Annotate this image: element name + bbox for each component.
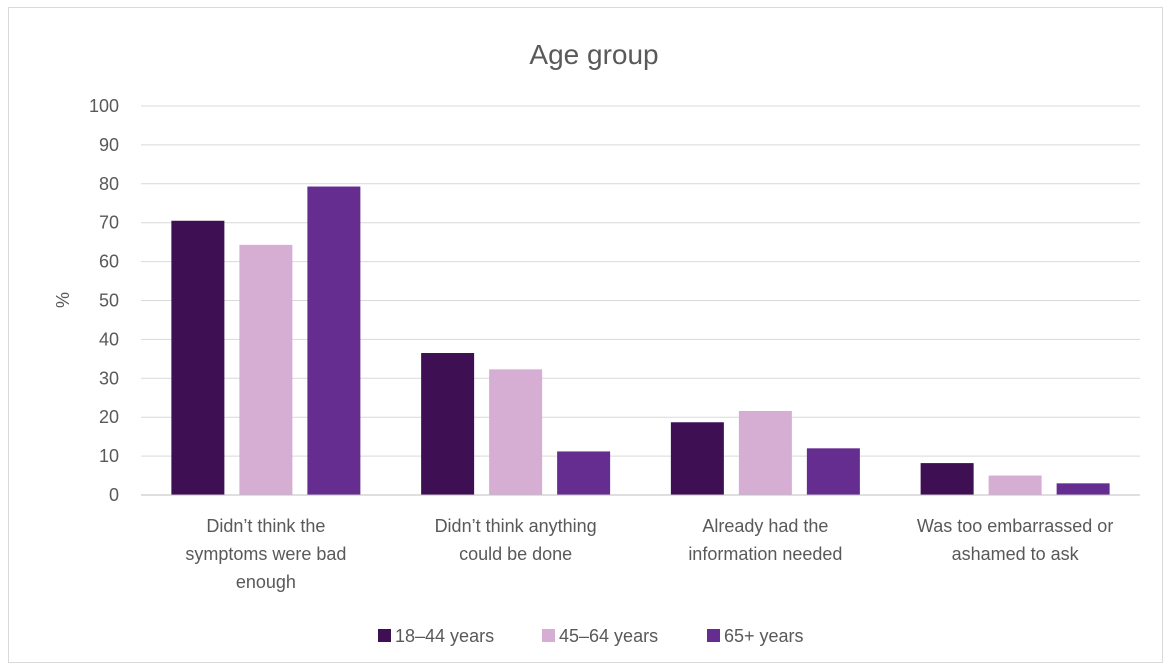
bar-3-2	[557, 451, 611, 495]
bar-2-1	[239, 244, 293, 495]
bar-2-2	[489, 369, 543, 495]
chart-title: Age group	[529, 39, 658, 70]
y-tick-label: 100	[89, 96, 119, 116]
x-category-label: Didn’t think anything	[435, 516, 597, 536]
y-tick-label: 50	[99, 291, 119, 311]
y-tick-label: 10	[99, 446, 119, 466]
bar-3-4	[1056, 483, 1110, 495]
y-tick-label: 60	[99, 252, 119, 272]
bar-2-4	[988, 475, 1042, 495]
bar-1-1	[171, 220, 225, 495]
bar-chart: Age group % 0 10 20 30 40 50 60 70 80 90 100 Didn’…	[53, 39, 1140, 646]
legend-swatch	[542, 629, 555, 642]
bar-2-3	[738, 410, 792, 495]
y-tick-label: 0	[109, 485, 119, 505]
legend-swatch	[378, 629, 391, 642]
bars	[171, 186, 1110, 495]
bar-1-2	[421, 353, 475, 495]
legend-label: 45–64 years	[559, 626, 658, 646]
x-category-label: Didn’t think the	[206, 516, 325, 536]
x-category-label: ashamed to ask	[952, 544, 1080, 564]
y-tick-label: 80	[99, 174, 119, 194]
y-tick-label: 70	[99, 213, 119, 233]
y-tick-label: 40	[99, 329, 119, 349]
chart-frame: Age group % 0 10 20 30 40 50 60 70 80 90 100 Didn’…	[8, 7, 1163, 663]
y-axis-ticks: 0 10 20 30 40 50 60 70 80 90 100	[89, 96, 119, 505]
y-axis-title: %	[53, 292, 73, 308]
legend-label: 18–44 years	[395, 626, 494, 646]
legend: 18–44 years 45–64 years 65+ years	[378, 626, 804, 646]
x-category-label: could be done	[459, 544, 572, 564]
bar-1-3	[670, 422, 724, 495]
x-category-label: enough	[236, 572, 296, 592]
y-tick-label: 30	[99, 368, 119, 388]
x-category-label: Was too embarrassed or	[917, 516, 1113, 536]
x-category-label: Already had the	[702, 516, 828, 536]
x-axis-categories: Didn’t think the symptoms were bad enough D…	[185, 516, 1113, 592]
legend-label: 65+ years	[724, 626, 804, 646]
x-category-label: information needed	[688, 544, 842, 564]
x-category-label: symptoms were bad	[185, 544, 346, 564]
bar-3-3	[806, 448, 860, 495]
bar-3-1	[307, 186, 361, 495]
y-tick-label: 20	[99, 407, 119, 427]
legend-swatch	[707, 629, 720, 642]
bar-1-4	[920, 463, 974, 495]
y-tick-label: 90	[99, 135, 119, 155]
